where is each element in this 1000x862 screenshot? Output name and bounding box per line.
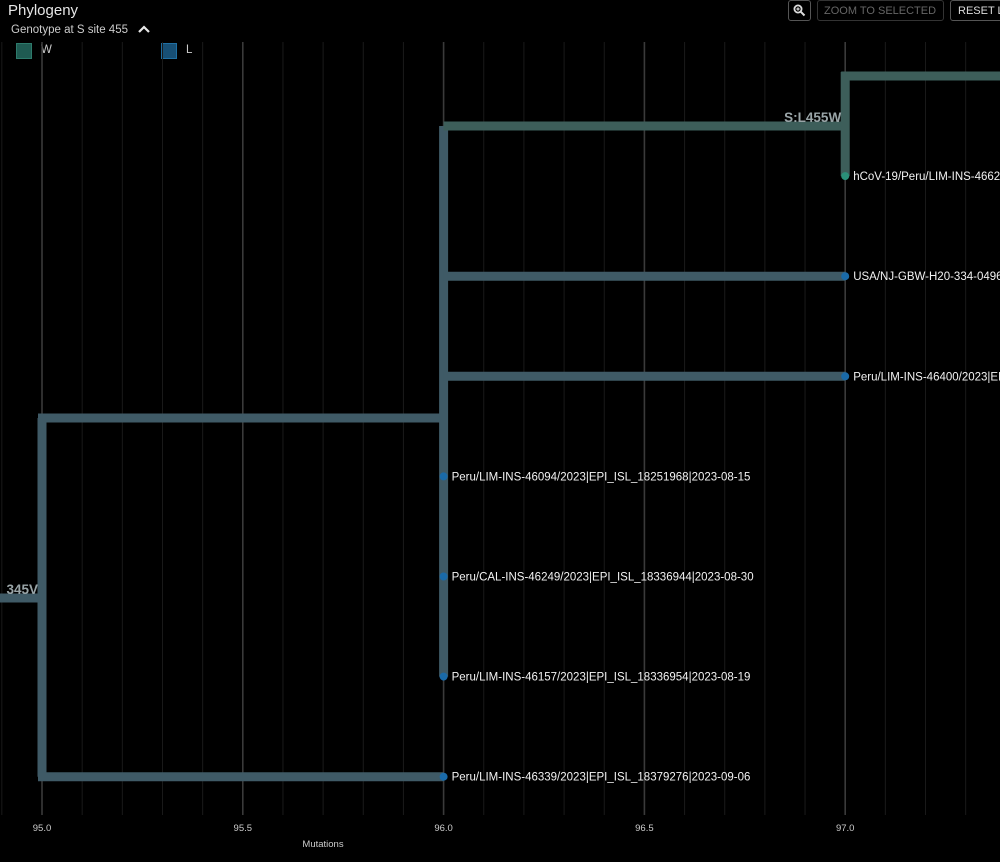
reset-layout-button[interactable]: RESET L bbox=[950, 0, 1000, 21]
magnifier-icon bbox=[793, 4, 806, 16]
tip-node[interactable] bbox=[439, 472, 448, 481]
tip-node[interactable] bbox=[439, 572, 448, 581]
legend-swatch-l bbox=[161, 43, 177, 59]
tip-label[interactable]: Peru/LIM-INS-46157/2023|EPI_ISL_18336954… bbox=[452, 672, 751, 684]
x-tick-label: 96.5 bbox=[635, 823, 654, 834]
x-tick-label: 96.0 bbox=[434, 823, 453, 834]
tip-node[interactable] bbox=[439, 672, 448, 681]
color-by-label[interactable]: Genotype at S site 455 bbox=[11, 24, 128, 36]
tip-label[interactable]: Peru/LIM-INS-46339/2023|EPI_ISL_18379276… bbox=[452, 772, 751, 784]
zoom-to-selected-button[interactable]: ZOOM TO SELECTED bbox=[817, 0, 944, 21]
chevron-up-icon[interactable] bbox=[137, 22, 151, 36]
tip-label[interactable]: USA/NJ-GBW-H20-334-0496/2023|EPI_ISL_182… bbox=[853, 271, 1000, 283]
x-tick-label: 95.5 bbox=[234, 823, 253, 834]
tip-node[interactable] bbox=[841, 272, 850, 281]
x-tick-label: 95.0 bbox=[33, 823, 52, 834]
legend-label-w: W bbox=[41, 44, 52, 56]
branch-label-root: 345V bbox=[6, 582, 38, 597]
tip-label[interactable]: Peru/LIM-INS-46094/2023|EPI_ISL_18251968… bbox=[452, 471, 751, 483]
legend-swatch-w bbox=[16, 43, 32, 59]
legend-label-l: L bbox=[186, 44, 193, 56]
branch-label-s-l455w: S:L455W bbox=[784, 110, 841, 125]
x-tick-label: 97.0 bbox=[836, 823, 855, 834]
zoom-button[interactable] bbox=[788, 0, 811, 21]
tip-label[interactable]: hCoV-19/Peru/LIM-INS-46621/2023|EPI_ISL_… bbox=[853, 171, 1000, 183]
tip-node[interactable] bbox=[841, 372, 850, 381]
tip-label[interactable]: Peru/LIM-INS-46400/2023|EPI_ISL_18379337… bbox=[853, 371, 1000, 383]
panel-title: Phylogeny bbox=[8, 2, 79, 19]
tip-node[interactable] bbox=[439, 772, 448, 781]
tip-node[interactable] bbox=[841, 172, 850, 181]
x-axis-title: Mutations bbox=[302, 839, 343, 850]
tip-label[interactable]: Peru/CAL-INS-46249/2023|EPI_ISL_18336944… bbox=[452, 572, 754, 584]
